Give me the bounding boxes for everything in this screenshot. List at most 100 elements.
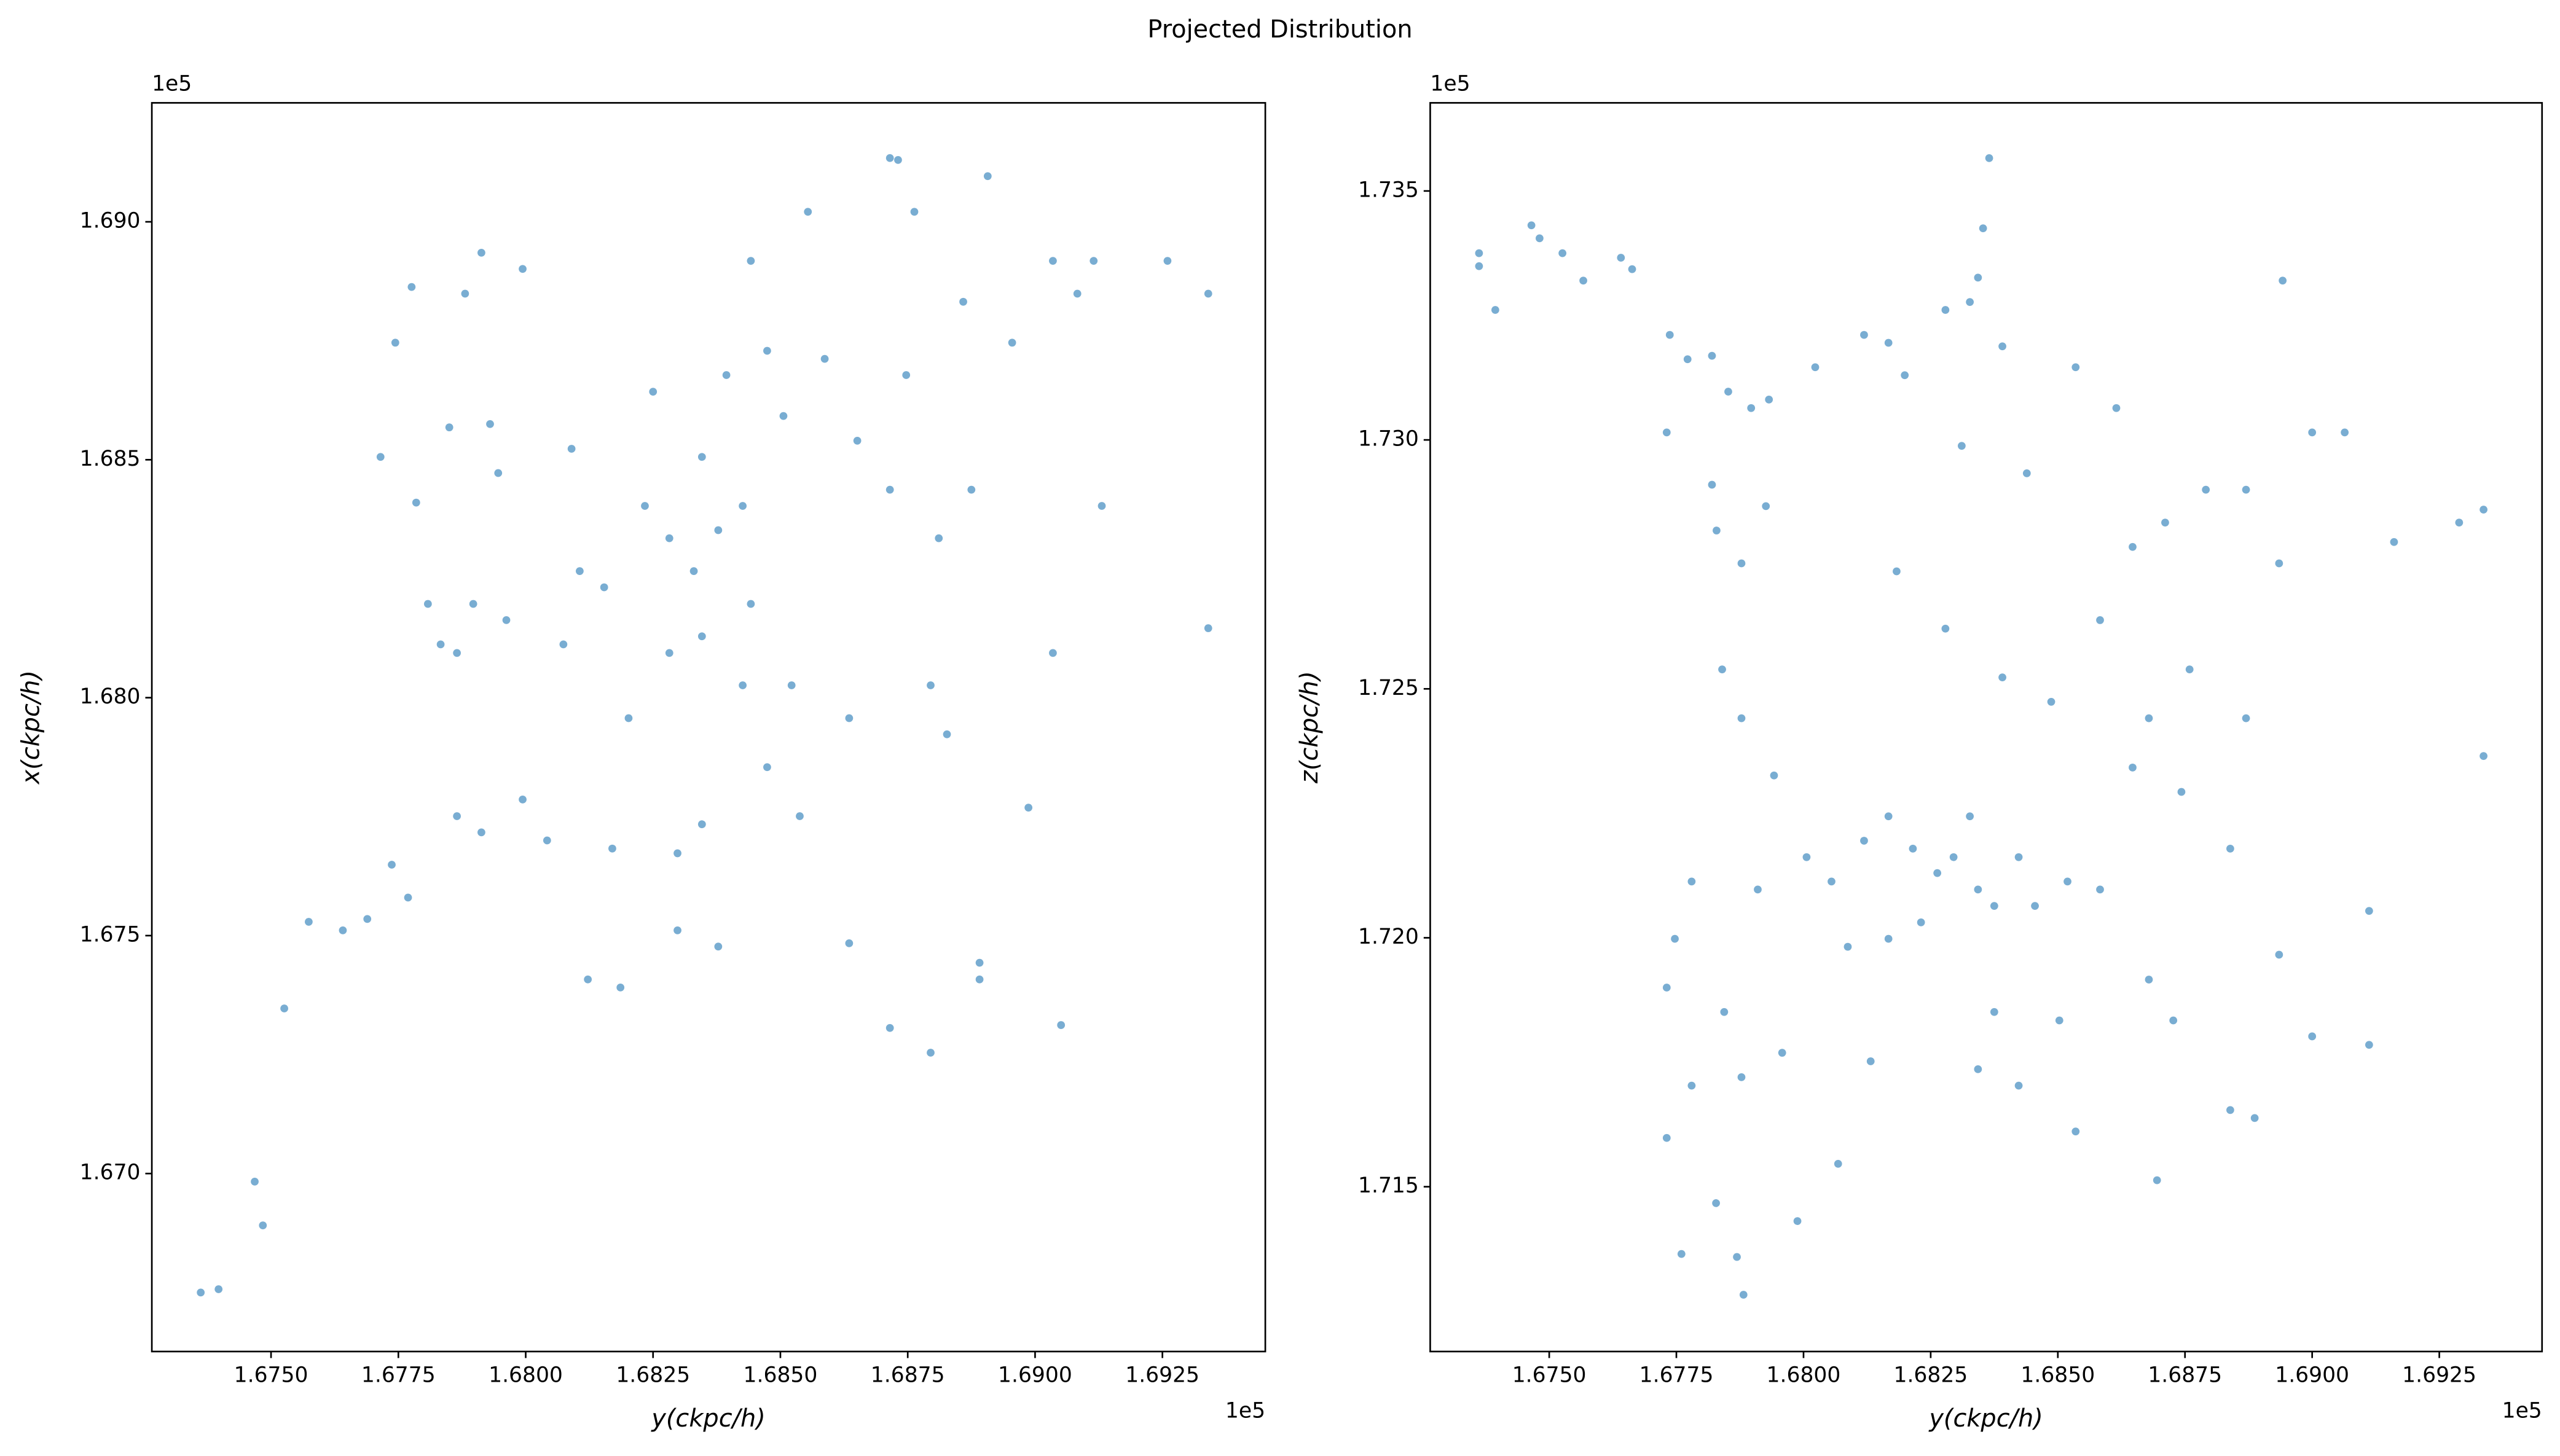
point	[1163, 257, 1172, 265]
x-tick-label: 1.6925	[2402, 1363, 2476, 1387]
y-tick-label: 1.675	[80, 922, 141, 947]
point	[2153, 1176, 2161, 1184]
point	[1966, 812, 1974, 821]
x-tick-label: 1.6775	[1639, 1363, 1714, 1387]
point	[1765, 396, 1773, 404]
point	[1527, 221, 1536, 230]
point	[689, 567, 698, 575]
point	[697, 453, 706, 461]
point	[1998, 673, 2006, 682]
point	[804, 208, 812, 216]
point	[543, 836, 551, 845]
point	[1828, 877, 1836, 886]
y-tick-label: 1.715	[1358, 1173, 1419, 1198]
x-tick-label: 1.6750	[1512, 1363, 1587, 1387]
point	[739, 502, 747, 510]
point	[1793, 1217, 1802, 1225]
point	[1985, 154, 1993, 162]
point	[959, 297, 967, 306]
x-tick-label: 1.6925	[1125, 1363, 1200, 1387]
point	[477, 828, 485, 837]
point	[983, 172, 992, 181]
point	[2096, 885, 2104, 894]
point	[2145, 976, 2153, 984]
point	[1893, 567, 1901, 576]
point	[2112, 404, 2121, 412]
point	[339, 926, 347, 934]
y-axis-label: z(ckpc/h)	[1295, 671, 1324, 784]
point	[641, 502, 649, 510]
point	[1008, 339, 1016, 347]
point	[2308, 428, 2317, 437]
point	[1974, 1065, 1982, 1073]
point	[2242, 714, 2250, 722]
point	[2047, 697, 2055, 706]
point	[1708, 480, 1716, 489]
point	[935, 534, 943, 542]
x-tick-label: 1.6850	[744, 1363, 818, 1387]
point	[796, 812, 804, 820]
subplot: 1.6750 1.6775 1.6800 1.6825 1.6850 1.6875 1.69…	[17, 72, 1266, 1433]
point	[2279, 276, 2287, 285]
point	[259, 1221, 267, 1230]
point	[1860, 331, 1868, 339]
point	[404, 893, 412, 902]
point	[461, 289, 469, 298]
point	[1866, 1057, 1875, 1065]
point	[423, 600, 432, 608]
point	[1073, 289, 1082, 298]
x-tick-label: 1.6775	[361, 1363, 436, 1387]
point	[1720, 1008, 1729, 1016]
x-tick-label: 1.6875	[2148, 1363, 2222, 1387]
point	[2308, 1032, 2317, 1041]
point	[927, 681, 935, 689]
point	[376, 453, 385, 461]
x-axis-label: y(ckpc/h)	[1928, 1404, 2043, 1433]
point	[1998, 342, 2006, 351]
point	[673, 926, 681, 934]
point	[2071, 363, 2080, 372]
point	[845, 714, 854, 722]
point	[567, 445, 576, 453]
point	[910, 208, 919, 216]
point	[608, 844, 616, 853]
point	[1843, 942, 1852, 951]
point	[486, 420, 494, 428]
point	[1713, 526, 1721, 534]
point	[943, 730, 951, 738]
point	[1941, 306, 1950, 314]
point	[1811, 363, 1820, 372]
point	[477, 249, 485, 257]
x-tick-label: 1.6900	[2275, 1363, 2349, 1387]
point	[902, 371, 911, 379]
point	[624, 714, 633, 722]
point	[1090, 257, 1098, 265]
point	[697, 632, 706, 641]
point	[1778, 1049, 1786, 1057]
point	[1724, 388, 1732, 396]
x-tick-label: 1.6800	[1767, 1363, 1841, 1387]
y-tick-label: 1.725	[1358, 676, 1419, 700]
point	[2226, 1106, 2234, 1114]
x-tick-label: 1.6875	[871, 1363, 945, 1387]
point	[1974, 885, 1982, 894]
x-tick-label: 1.6750	[234, 1363, 308, 1387]
point	[2129, 763, 2137, 772]
point	[747, 257, 755, 265]
point	[1049, 649, 1057, 657]
point	[975, 975, 984, 984]
point	[885, 1024, 894, 1032]
point	[885, 485, 894, 494]
point	[1677, 1250, 1686, 1258]
point	[1933, 869, 1942, 877]
x-offset-label: 1e5	[1225, 1399, 1265, 1423]
point	[1909, 845, 1917, 853]
point	[2185, 665, 2194, 674]
point	[453, 649, 461, 657]
x-tick-label: 1.6850	[2020, 1363, 2095, 1387]
point	[494, 469, 503, 477]
point	[469, 600, 477, 608]
y-offset-label: 1e5	[1430, 72, 1470, 96]
point	[1917, 918, 1925, 926]
point	[2226, 845, 2234, 853]
